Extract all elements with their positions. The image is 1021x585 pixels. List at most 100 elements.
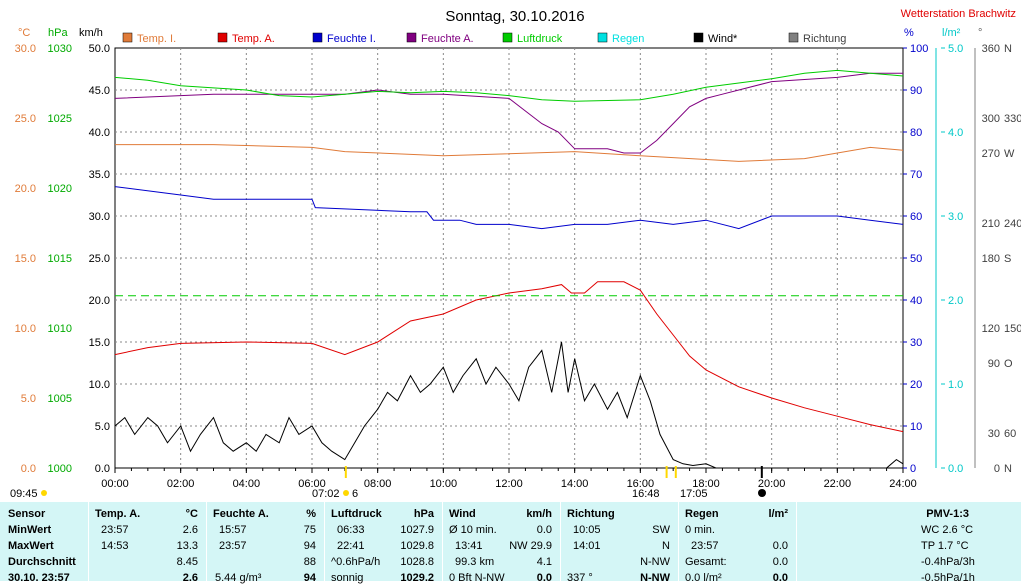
x-tick-label: 20:00	[758, 478, 786, 490]
pressure-tick-label: 1020	[48, 183, 72, 195]
feuchte-a-time: 15:57	[219, 524, 247, 536]
wind-value: 4.1	[536, 556, 552, 568]
wind-tick-label: 10.0	[89, 379, 110, 391]
legend-swatch	[312, 32, 323, 43]
temp-a-value: 2.6	[182, 572, 198, 584]
richtung-value: N	[662, 540, 670, 552]
stats-table: Sensor MinWert MaxWert Durchschnitt 30.1…	[0, 502, 1021, 584]
luftdruck-time: 06:33	[337, 524, 365, 536]
sensor-row: MinWert	[8, 524, 52, 536]
direction-compass-label: 150	[1004, 323, 1021, 335]
temp-tick-label: 15.0	[15, 253, 36, 265]
rain-tick-label: 4.0	[948, 127, 963, 139]
marker-sunrise-suffix: 6	[352, 488, 358, 500]
series-wind	[114, 341, 904, 469]
direction-tick-label: 0	[994, 463, 1000, 475]
series-feuchte-a	[114, 72, 903, 154]
luftdruck-value: 1029.8	[400, 540, 434, 552]
temp-a-value: 2.6	[182, 524, 198, 536]
regen-head: Regen	[685, 508, 719, 520]
temp-tick-label: 20.0	[15, 183, 36, 195]
pressure-tick-label: 1015	[48, 253, 72, 265]
marker-sunset: 16:48	[632, 488, 660, 500]
temp-a-value: 13.3	[176, 540, 198, 552]
pressure-tick-label: 1000	[48, 463, 72, 475]
col-temp-a: Temp. A. °C 23:57 2.6 14:53 13.3 8.45 2.…	[89, 502, 207, 584]
rain-tick-label: 3.0	[948, 211, 963, 223]
grid	[114, 47, 904, 469]
wind-tick-label: 35.0	[89, 169, 110, 181]
col-sensor: Sensor MinWert MaxWert Durchschnitt 30.1…	[0, 502, 89, 584]
regen-label: Gesamt:	[685, 556, 727, 568]
humidity-tick-label: 0	[910, 463, 916, 475]
wind-distance: 99.3 km	[455, 556, 495, 568]
luftdruck-value: 1028.8	[400, 556, 434, 568]
series-temp-i	[115, 144, 904, 162]
direction-tick-label: 180	[982, 253, 1000, 265]
col-wind: Wind km/h Ø 10 min. 0.0 13:41 NW 29.9 99…	[443, 502, 561, 584]
x-tick-label: 02:00	[167, 478, 195, 490]
marker-sunset-suffix: 17:05	[680, 488, 708, 500]
wind-unit: km/h	[526, 508, 552, 520]
feuchte-a-value: 94	[303, 540, 316, 552]
temp-tick-label: 25.0	[15, 113, 36, 125]
legend-entry: Temp. A.	[232, 33, 275, 45]
sensor-row: Durchschnitt	[8, 556, 76, 568]
legend-entry: Wind*	[708, 33, 738, 45]
feuchte-a-value: 75	[303, 524, 316, 536]
luftdruck-forecast: sonnig	[331, 572, 364, 584]
legend-entry: Temp. I.	[137, 33, 176, 45]
legend-entry: Feuchte A.	[421, 33, 474, 45]
x-tick-label: 22:00	[824, 478, 852, 490]
legend-entry: Regen	[612, 33, 644, 45]
axes: 00:00 02:00 04:00 06:00 08:00 10:00 12:00 14:00…	[15, 43, 1021, 490]
direction-compass-label: 60	[1004, 428, 1016, 440]
luftdruck-value: 1029.2	[400, 572, 434, 584]
legend-entry: Feuchte I.	[327, 33, 376, 45]
wind-bft: 0 Bft N-NW	[449, 572, 505, 584]
pressure-tick-label: 1030	[48, 43, 72, 55]
richtung-time: 10:05	[573, 524, 601, 536]
weather-chart: 00:00 02:00 04:00 06:00 08:00 10:00 12:00 14:00…	[10, 8, 1021, 500]
wind-tick-label: 50.0	[89, 43, 110, 55]
legend: Temp. I. Temp. A. Feuchte I. Feuchte A. Luft…	[122, 32, 846, 45]
temp-a-unit: °C	[185, 508, 198, 520]
regen-rate: 0.0 l/m²	[685, 572, 722, 584]
humidity-tick-label: 10	[910, 421, 922, 433]
x-tick-label: 08:00	[364, 478, 392, 490]
humidity-tick-label: 90	[910, 85, 922, 97]
pmv-row: WC 2.6 °C	[921, 524, 974, 536]
wind-tick-label: 40.0	[89, 127, 110, 139]
wind-tick-label: 45.0	[89, 85, 110, 97]
x-tick-label: 06:00	[298, 478, 326, 490]
wind-label: Ø 10 min.	[449, 524, 497, 536]
legend-swatch	[406, 32, 417, 43]
pmv-row: TP 1.7 °C	[921, 540, 969, 552]
col-pmv: PMV-1:3 WC 2.6 °C TP 1.7 °C -0.4hPa/3h -…	[797, 502, 1021, 584]
x-tick-label: 14:00	[561, 478, 589, 490]
pressure-tick-label: 1005	[48, 393, 72, 405]
temp-a-time: 23:57	[101, 524, 129, 536]
wind-value: 0.0	[536, 524, 552, 536]
series-temp-a	[114, 281, 904, 433]
temp-tick-label: 5.0	[21, 393, 36, 405]
humidity-tick-label: 50	[910, 253, 922, 265]
direction-compass-label: W	[1004, 148, 1015, 160]
humidity-tick-label: 80	[910, 127, 922, 139]
unit-direction: °	[978, 27, 982, 39]
legend-entry: Luftdruck	[517, 33, 563, 45]
legend-swatch	[217, 32, 228, 43]
col-luftdruck: Luftdruck hPa 06:33 1027.9 22:41 1029.8 …	[325, 502, 443, 584]
rain-tick-label: 5.0	[948, 43, 963, 55]
feuchte-a-abs: 5.44 g/m³	[215, 572, 262, 584]
unit-rain: l/m²	[942, 27, 961, 39]
temp-a-time: 14:53	[101, 540, 129, 552]
legend-entry: Richtung	[803, 33, 846, 45]
marker-sunrise: 07:02	[312, 488, 340, 500]
pressure-tick-label: 1025	[48, 113, 72, 125]
x-tick-label: 24:00	[889, 478, 917, 490]
pmv-head: PMV-1:3	[926, 508, 969, 520]
richtung-value: N-NW	[640, 556, 670, 568]
direction-tick-label: 90	[988, 358, 1000, 370]
regen-unit: l/m²	[768, 508, 788, 520]
